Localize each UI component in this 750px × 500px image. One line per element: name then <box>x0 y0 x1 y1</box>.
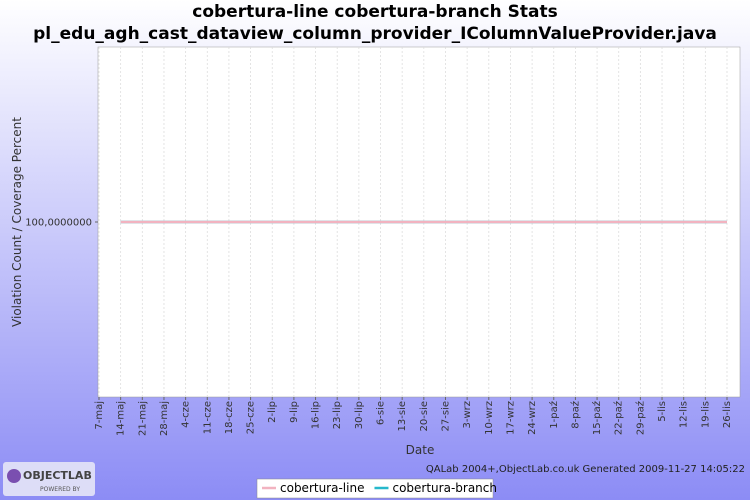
x-tick-label: 5-lis <box>657 401 668 422</box>
x-tick-label: 17-wrz <box>505 401 516 435</box>
footer: QALab 2004+,ObjectLab.co.uk Generated 20… <box>426 464 745 475</box>
y-axis-label: Violation Count / Coverage Percent <box>10 117 24 327</box>
x-tick-label: 12-lis <box>679 401 690 428</box>
x-tick-label: 22-paź <box>613 401 625 435</box>
logo-box <box>3 462 95 496</box>
logo-text: OBJECTLAB <box>23 469 92 482</box>
x-tick-label: 4-cze <box>181 401 192 428</box>
x-tick-label: 23-lip <box>332 401 343 429</box>
x-tick-label: 25-cze <box>246 401 257 434</box>
x-tick-label: 3-wrz <box>462 401 473 429</box>
logo-icon <box>7 469 21 483</box>
x-tick-label: 19-lis <box>700 401 711 428</box>
x-tick-label: 7-maj <box>94 401 105 430</box>
x-tick-label: 1-paź <box>548 401 560 429</box>
x-axis-label: Date <box>406 443 435 457</box>
x-tick-label: 29-paź <box>634 401 646 435</box>
chart-title: cobertura-line cobertura-branch Stats <box>192 2 557 22</box>
x-tick-label: 11-cze <box>202 401 213 434</box>
x-tick-label: 2-lip <box>267 401 278 423</box>
x-tick-label: 9-lip <box>289 401 300 423</box>
chart-subtitle: pl_edu_agh_cast_dataview_column_provider… <box>33 24 717 44</box>
y-tick-label: 100,0000000 <box>25 218 92 229</box>
x-tick-label: 21-maj <box>137 401 148 436</box>
x-tick-label: 20-sie <box>419 401 430 431</box>
x-tick-label: 8-paź <box>569 401 581 429</box>
x-tick-label: 14-maj <box>116 401 127 436</box>
x-tick-label: 16-lip <box>311 401 322 429</box>
x-tick-label: 26-lis <box>722 401 733 428</box>
x-tick-label: 24-wrz <box>527 401 538 435</box>
x-tick-label: 10-wrz <box>484 401 495 435</box>
x-tick-label: 28-maj <box>159 401 170 436</box>
x-tick-label: 13-sie <box>397 401 408 431</box>
x-tick-label: 30-lip <box>354 401 365 429</box>
logo: OBJECTLAB POWERED BY <box>3 462 95 496</box>
x-tick-label: 15-paź <box>591 401 603 435</box>
x-tick-label: 27-sie <box>440 401 451 431</box>
x-tick-label: 6-sie <box>376 401 387 425</box>
logo-subtext: POWERED BY <box>40 486 80 493</box>
legend-label: cobertura-branch <box>392 481 497 495</box>
legend-label: cobertura-line <box>280 481 364 495</box>
x-tick-label: 18-cze <box>224 401 235 434</box>
